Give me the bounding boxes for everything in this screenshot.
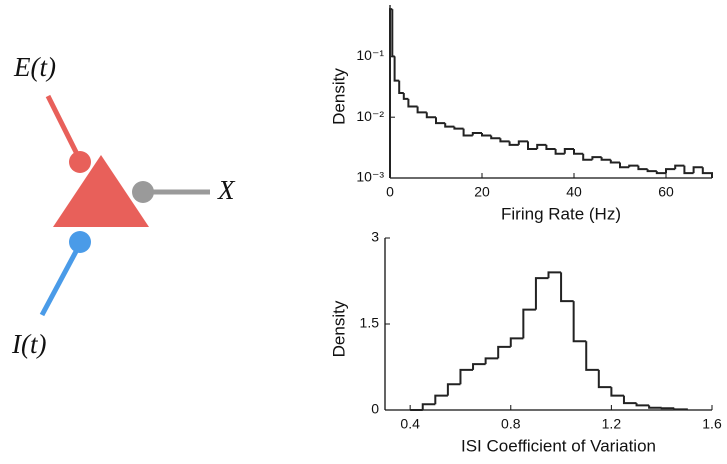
inhibitory-synapse — [69, 231, 91, 253]
histogram-bin — [407, 98, 418, 108]
histogram-bin — [402, 92, 409, 100]
x-tick-label: 40 — [566, 184, 582, 200]
x-tick-label: 60 — [658, 184, 674, 200]
excitatory-synapse — [69, 151, 91, 173]
x-axis-label: ISI Coefficient of Variation — [461, 436, 656, 455]
y-axis-label: Density — [329, 68, 348, 125]
histogram-bin — [655, 171, 666, 175]
y-tick-label: 10⁻³ — [356, 169, 384, 185]
y-tick-label: 3 — [371, 229, 379, 245]
histogram-bin — [600, 157, 611, 161]
y-tick-label: 10⁻¹ — [356, 47, 384, 63]
histogram-bin — [425, 112, 436, 119]
histogram-bin — [481, 132, 492, 137]
histogram-bin — [398, 80, 404, 94]
histogram-bin — [585, 341, 599, 371]
y-axis-label: Density — [329, 300, 348, 357]
x-tick-label: 0 — [386, 184, 394, 200]
histogram-bin — [534, 277, 549, 310]
neuron-diagram: E(t) I(t) X — [11, 52, 236, 359]
histogram-bin — [545, 144, 556, 150]
histogram-bin — [573, 148, 584, 155]
inhibitory-input — [39, 242, 83, 317]
output-label: X — [217, 175, 236, 205]
inhibitory-label: I(t) — [11, 329, 46, 359]
histogram-bin — [572, 301, 587, 343]
histogram-bin — [536, 143, 547, 149]
histogram-bin — [509, 337, 524, 347]
histogram-bin — [421, 403, 436, 410]
histogram-bin — [391, 9, 395, 58]
histogram-bin — [673, 408, 688, 411]
histogram-bin — [393, 56, 400, 82]
histogram-bin — [490, 135, 501, 140]
histogram-bin — [416, 106, 427, 114]
neuron-soma — [53, 155, 149, 227]
histogram-bin — [435, 117, 446, 125]
histogram-bin — [609, 159, 620, 164]
histogram-bin — [665, 168, 676, 174]
histogram-bin — [637, 165, 648, 171]
histogram-bin — [527, 141, 538, 150]
histogram-bin — [622, 395, 637, 405]
histogram-bin — [508, 141, 519, 146]
histogram-bin — [444, 123, 455, 128]
y-tick-label: 0 — [371, 401, 379, 417]
histogram-bin — [522, 308, 536, 339]
histogram-bin — [648, 405, 662, 409]
histogram-bin — [591, 156, 602, 160]
histogram-bin — [646, 169, 657, 173]
output-synapse — [132, 181, 154, 203]
histogram-bin — [547, 271, 562, 279]
histogram-bin — [674, 164, 685, 170]
y-tick-label: 1.5 — [360, 315, 380, 331]
x-axis-label: Firing Rate (Hz) — [501, 204, 621, 223]
histogram-bin — [453, 126, 464, 130]
histogram-bin — [497, 345, 511, 359]
histogram-bin — [560, 272, 574, 303]
y-tick-label: 10⁻² — [356, 108, 384, 124]
histogram-bin — [610, 387, 624, 397]
histogram-bin — [471, 131, 482, 136]
histogram-bin — [563, 147, 574, 154]
histogram-bin — [701, 167, 713, 178]
histogram-bin — [582, 153, 593, 161]
x-tick-label: 0.4 — [400, 416, 420, 432]
histogram-bin — [517, 140, 528, 145]
histogram-bin — [472, 363, 486, 370]
histogram-bin — [459, 368, 474, 385]
histogram-bin — [446, 383, 461, 396]
histogram-bin — [554, 148, 565, 155]
histogram-bin — [484, 357, 499, 365]
histogram-bin — [660, 407, 675, 410]
histogram-bin — [635, 403, 650, 407]
x-tick-label: 20 — [474, 184, 490, 200]
excitatory-label: E(t) — [13, 52, 56, 82]
x-tick-label: 1.6 — [702, 416, 722, 432]
histogram-bin — [462, 128, 473, 137]
excitatory-input — [45, 94, 83, 162]
histogram-bin — [499, 138, 510, 143]
histogram-bin — [628, 164, 639, 168]
x-tick-label: 0.8 — [501, 416, 521, 432]
histogram-bin — [619, 162, 630, 169]
histogram-bin — [683, 165, 694, 175]
histogram-bin — [692, 166, 703, 174]
histogram-bin — [434, 394, 448, 405]
histogram-bin — [597, 369, 612, 389]
x-tick-label: 1.2 — [602, 416, 622, 432]
